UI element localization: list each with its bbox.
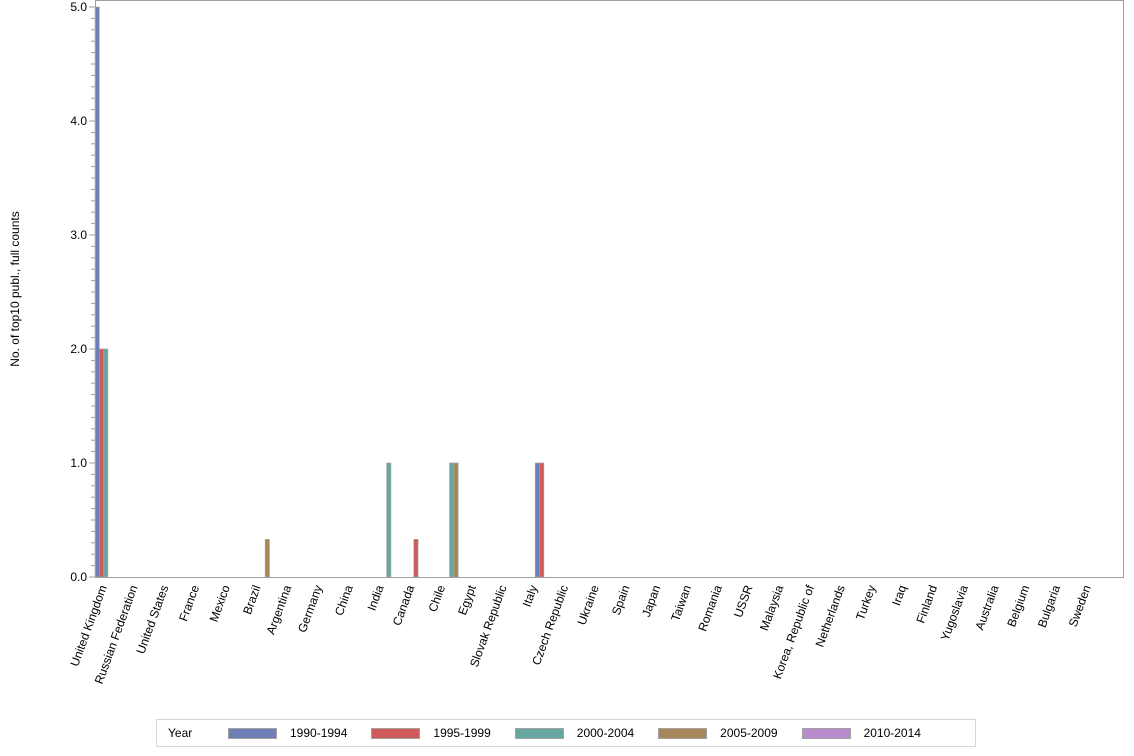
bar xyxy=(99,348,104,578)
x-tick-label: Belgium xyxy=(1004,583,1032,629)
plot-frame xyxy=(95,0,1124,578)
x-tick-label: Italy xyxy=(520,583,541,608)
x-tick-label: Malaysia xyxy=(757,583,786,633)
x-tick-label: Australia xyxy=(972,583,1001,632)
x-tick-label: Japan xyxy=(639,583,663,619)
legend-item-1990-1994: 1990-1994 xyxy=(228,726,347,740)
y-tick-label: 1.0 xyxy=(70,456,87,470)
x-tick-label: Finland xyxy=(913,583,940,625)
bar xyxy=(453,462,459,578)
x-tick-label: United States xyxy=(134,583,172,655)
x-tick-label: India xyxy=(365,583,387,613)
legend-item-2005-2009: 2005-2009 xyxy=(658,726,778,740)
y-axis-label: No. of top10 publ., full counts xyxy=(8,211,22,366)
x-tick-label: France xyxy=(176,583,202,623)
x-tick-label: Turkey xyxy=(853,583,879,622)
legend-swatch xyxy=(228,727,277,739)
bar xyxy=(534,462,540,578)
x-tick-label: Ukraine xyxy=(575,583,602,627)
legend-label: 2000-2004 xyxy=(576,726,635,740)
legend-swatch xyxy=(658,727,708,739)
legend-swatch xyxy=(371,727,421,739)
x-tick-label: Germany xyxy=(295,583,325,634)
legend-item-1995-1999: 1995-1999 xyxy=(371,726,491,740)
x-tick-label: Romania xyxy=(695,583,725,633)
legend-swatch xyxy=(801,727,851,739)
legend-swatch xyxy=(514,727,564,739)
legend-label: 2010-2014 xyxy=(863,726,921,740)
legend-label: 2005-2009 xyxy=(720,726,778,740)
x-tick-label: Netherlands xyxy=(813,583,848,649)
bar xyxy=(539,462,545,578)
bar xyxy=(264,539,270,578)
bar xyxy=(386,462,392,578)
x-tick-label: Argentina xyxy=(264,583,295,636)
legend-item-2010-2014: 2010-2014 xyxy=(801,726,921,740)
x-tick-label: Brazil xyxy=(240,583,263,616)
y-axis: 0.0 1.0 2.0 3.0 4.0 5.0 xyxy=(70,0,95,584)
x-tick-label: Mexico xyxy=(207,583,233,624)
x-tick-label: Egypt xyxy=(455,583,479,617)
bar xyxy=(103,348,109,578)
x-tick-label: Bulgaria xyxy=(1035,583,1063,629)
legend-item-2000-2004: 2000-2004 xyxy=(514,726,635,740)
x-tick-label: Spain xyxy=(609,583,633,617)
x-tick-label: USSR xyxy=(731,583,756,619)
legend-label: 1990-1994 xyxy=(290,726,348,740)
x-tick-label: Sweden xyxy=(1066,583,1094,629)
bars xyxy=(94,6,545,578)
x-tick-label: Taiwan xyxy=(668,583,694,623)
x-tick-label: Iraq xyxy=(889,583,909,607)
bar xyxy=(413,539,419,578)
x-tick-label: China xyxy=(332,583,356,618)
legend-title: Year xyxy=(168,726,193,740)
y-tick-label: 4.0 xyxy=(70,114,87,128)
y-tick-label: 3.0 xyxy=(70,228,87,242)
y-tick-label: 2.0 xyxy=(70,342,87,356)
x-tick-label: Chile xyxy=(426,583,449,614)
y-tick-label: 5.0 xyxy=(70,0,87,14)
legend-label: 1995-1999 xyxy=(433,726,491,740)
x-tick-label: Canada xyxy=(390,583,418,628)
y-tick-label: 0.0 xyxy=(70,570,87,584)
legend: Year 1990-1994 1995-1999 2000-2004 2005-… xyxy=(156,719,976,747)
x-tick-label: Yugoslavia xyxy=(938,583,971,643)
bar xyxy=(449,462,455,578)
